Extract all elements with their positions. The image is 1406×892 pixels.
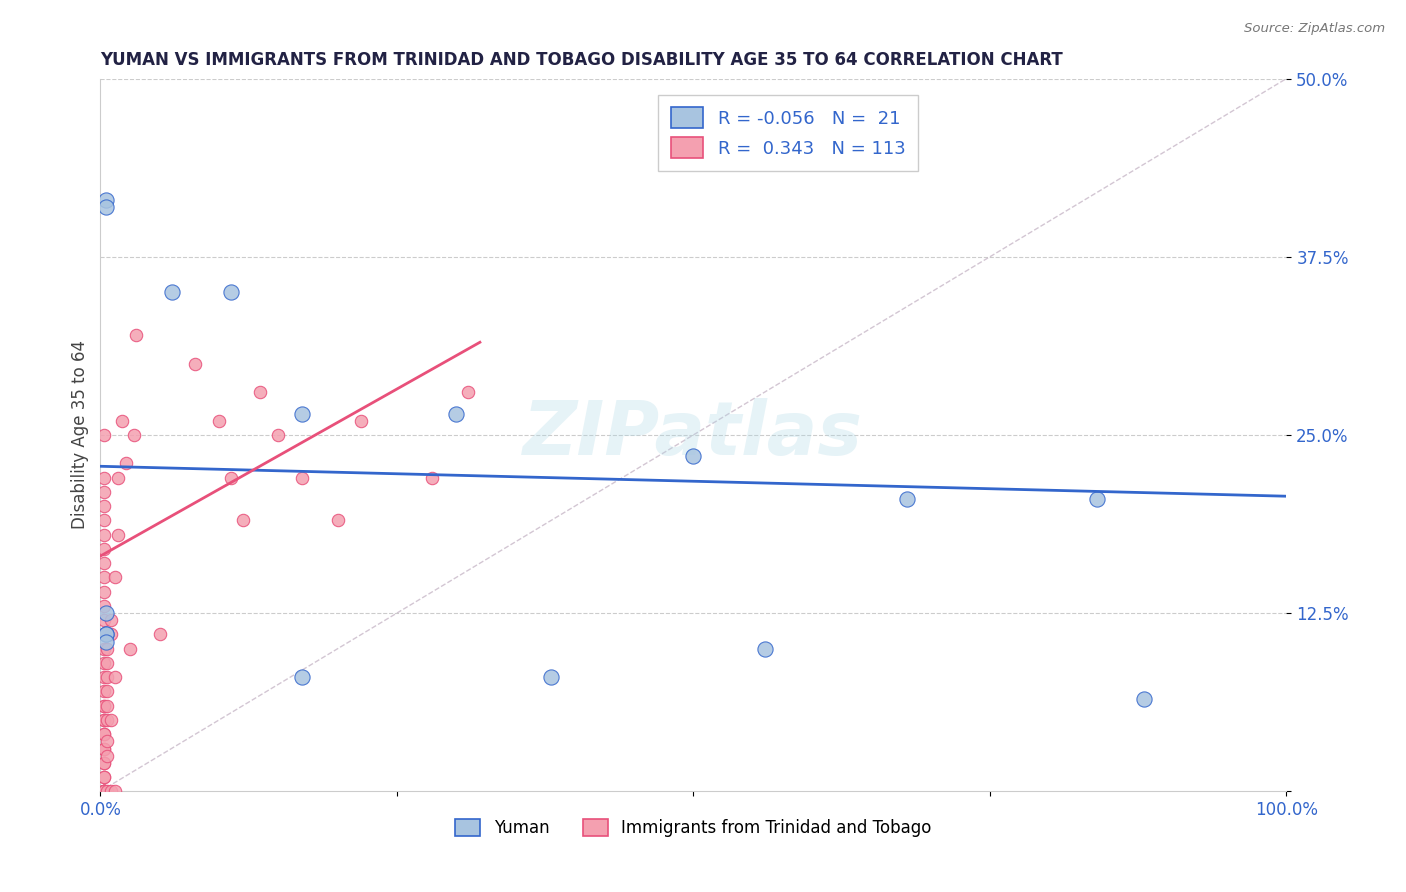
Legend: Yuman, Immigrants from Trinidad and Tobago: Yuman, Immigrants from Trinidad and Toba…: [449, 812, 938, 844]
Point: [111, 414, 134, 428]
Point: [232, 513, 254, 527]
Point: [96, 634, 118, 648]
Point: [93, 713, 115, 727]
Point: [93, 698, 115, 713]
Point: [93, 727, 115, 741]
Point: [93, 556, 115, 570]
Point: [122, 428, 145, 442]
Point: [96, 627, 118, 641]
Point: [93, 741, 115, 756]
Point: [93, 570, 115, 584]
Point: [93, 527, 115, 541]
Point: [326, 513, 349, 527]
Point: [184, 357, 207, 371]
Point: [93, 513, 115, 527]
Point: [93, 756, 115, 770]
Point: [96, 670, 118, 684]
Point: [93, 684, 115, 698]
Point: [115, 457, 138, 471]
Point: [93, 641, 115, 656]
Point: [93, 499, 115, 513]
Point: [107, 527, 129, 541]
Point: [100, 613, 122, 627]
Point: [93, 627, 115, 641]
Point: [422, 471, 444, 485]
Text: Source: ZipAtlas.com: Source: ZipAtlas.com: [1244, 22, 1385, 36]
Point: [93, 484, 115, 499]
Point: [93, 599, 115, 613]
Point: [96, 606, 118, 620]
Point: [149, 627, 172, 641]
Point: [96, 698, 118, 713]
Point: [160, 285, 183, 300]
Point: [219, 471, 242, 485]
Point: [93, 670, 115, 684]
Point: [208, 414, 231, 428]
Point: [350, 414, 373, 428]
Point: [267, 428, 290, 442]
Point: [291, 670, 314, 684]
Text: ZIPatlas: ZIPatlas: [523, 399, 863, 471]
Point: [96, 193, 118, 207]
Point: [93, 770, 115, 784]
Point: [1085, 491, 1108, 506]
Point: [93, 784, 115, 798]
Point: [100, 627, 122, 641]
Y-axis label: Disability Age 35 to 64: Disability Age 35 to 64: [72, 341, 89, 530]
Point: [93, 784, 115, 798]
Point: [118, 641, 141, 656]
Point: [93, 428, 115, 442]
Point: [125, 328, 148, 343]
Point: [100, 784, 122, 798]
Point: [93, 613, 115, 627]
Point: [103, 570, 125, 584]
Point: [96, 641, 118, 656]
Point: [93, 713, 115, 727]
Point: [93, 784, 115, 798]
Point: [96, 784, 118, 798]
Point: [93, 784, 115, 798]
Point: [93, 784, 115, 798]
Point: [93, 727, 115, 741]
Point: [93, 784, 115, 798]
Point: [93, 784, 115, 798]
Point: [754, 641, 776, 656]
Point: [107, 471, 129, 485]
Point: [96, 627, 118, 641]
Point: [93, 471, 115, 485]
Point: [291, 407, 314, 421]
Point: [896, 491, 918, 506]
Point: [93, 541, 115, 556]
Point: [444, 407, 467, 421]
Point: [93, 698, 115, 713]
Point: [96, 200, 118, 214]
Point: [96, 656, 118, 670]
Point: [1133, 691, 1156, 706]
Point: [457, 385, 479, 400]
Point: [103, 784, 125, 798]
Text: YUMAN VS IMMIGRANTS FROM TRINIDAD AND TOBAGO DISABILITY AGE 35 TO 64 CORRELATION: YUMAN VS IMMIGRANTS FROM TRINIDAD AND TO…: [100, 51, 1063, 69]
Point: [93, 584, 115, 599]
Point: [291, 471, 314, 485]
Point: [100, 713, 122, 727]
Point: [93, 756, 115, 770]
Point: [96, 734, 118, 748]
Point: [93, 770, 115, 784]
Point: [93, 741, 115, 756]
Point: [96, 684, 118, 698]
Point: [682, 450, 704, 464]
Point: [96, 713, 118, 727]
Point: [96, 748, 118, 763]
Point: [540, 670, 562, 684]
Point: [219, 285, 242, 300]
Point: [249, 385, 271, 400]
Point: [103, 670, 125, 684]
Point: [93, 656, 115, 670]
